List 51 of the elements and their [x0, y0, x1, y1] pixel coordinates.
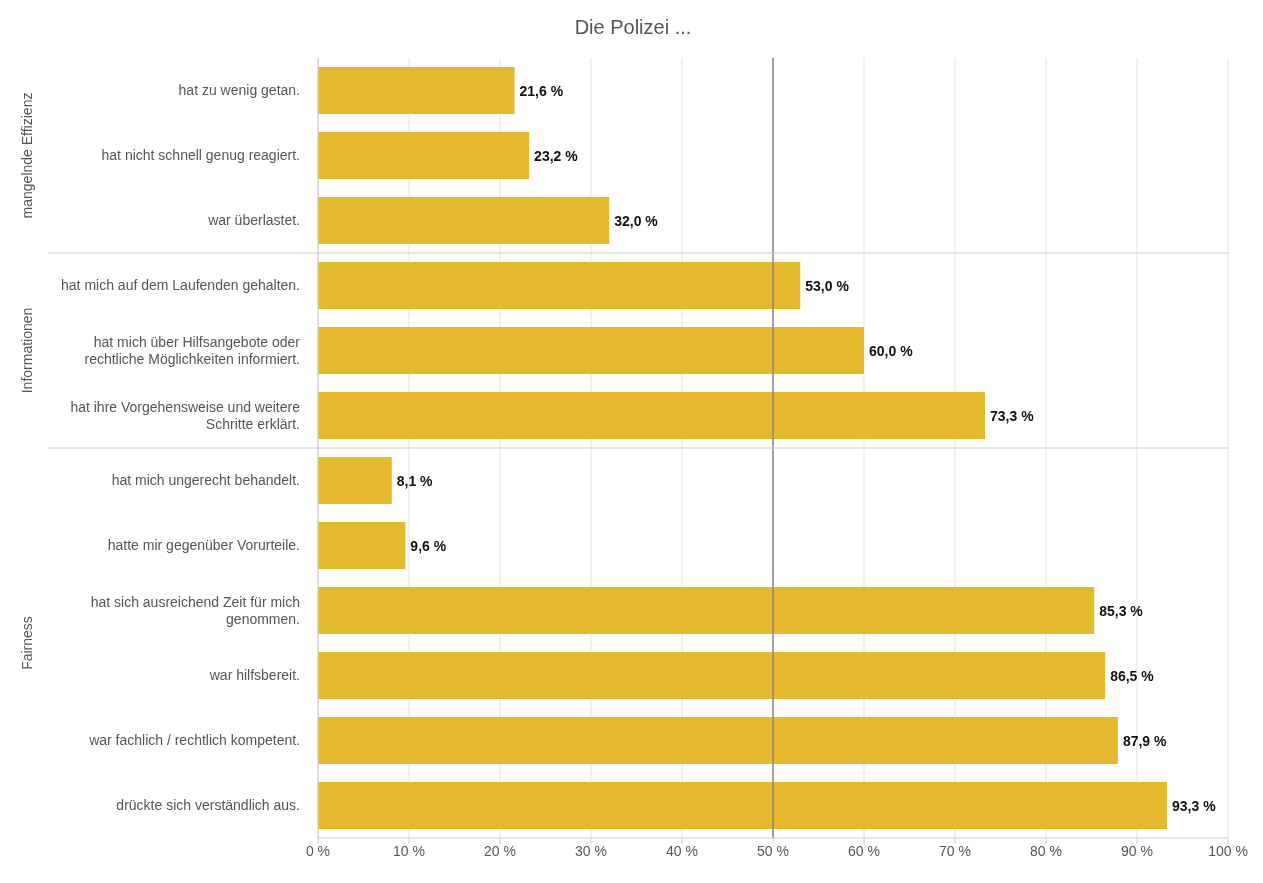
- y-tick-label: hat zu wenig getan.: [178, 82, 300, 99]
- bar: [318, 587, 1095, 635]
- y-tick-label: hat ihre Vorgehensweise und weitere Schritte erklärt.: [70, 399, 301, 432]
- bar: [318, 782, 1168, 830]
- bar: [318, 717, 1118, 765]
- x-tick-label: 90 %: [1121, 842, 1153, 859]
- bar: [318, 522, 406, 570]
- x-tick-label: 30 %: [575, 842, 607, 859]
- x-tick-label: 20 %: [484, 842, 516, 859]
- text: Fairness: [19, 616, 35, 670]
- data-label: 73,3 %: [990, 407, 1035, 424]
- x-tick-label: 50 %: [757, 842, 789, 859]
- y-tick-label: hat nicht schnell genug reagiert.: [101, 147, 300, 164]
- bar: [318, 67, 515, 115]
- bar: [318, 652, 1106, 700]
- x-tick-label: 80 %: [1030, 842, 1062, 859]
- x-tick-label: 0 %: [305, 842, 331, 859]
- y-tick-label: hat mich ungerecht behandelt.: [111, 472, 300, 489]
- data-label: 85,3 %: [1099, 602, 1144, 619]
- y-tick-label: hat mich über Hilfsangebote oder rechtliche Möglichkeiten informiert.: [84, 334, 301, 367]
- x-tick-label: 100 %: [1208, 842, 1248, 859]
- bar: [318, 262, 801, 310]
- data-label: 23,2 %: [534, 147, 579, 164]
- y-tick-label: hat sich ausreichend Zeit für mich genommen.: [90, 594, 300, 627]
- x-tick-label: 40 %: [666, 842, 698, 859]
- y-tick-label: war fachlich / rechtlich kompetent.: [88, 732, 300, 749]
- bar: [318, 197, 610, 245]
- bar: [318, 457, 392, 505]
- y-tick-label: war überlastet.: [207, 212, 300, 229]
- data-label: 87,9 %: [1122, 732, 1168, 749]
- y-tick-label: hatte mir gegenüber Vorurteile.: [107, 537, 300, 554]
- x-tick-label: 70 %: [939, 842, 971, 859]
- y-tick-label: hat mich auf dem Laufenden gehalten.: [61, 277, 300, 294]
- bar: [318, 132, 530, 180]
- chart-title: Die Polizei ...: [573, 16, 693, 39]
- data-label: 53,0 %: [805, 277, 850, 294]
- data-label: 93,3 %: [1172, 797, 1217, 814]
- bar: [318, 327, 864, 375]
- y-tick-label: drückte sich verständlich aus.: [116, 797, 300, 814]
- data-label: 32,0 %: [614, 212, 659, 229]
- data-label: 9,6 %: [410, 537, 447, 554]
- text: mangelnde Effizienz: [19, 92, 35, 219]
- x-tick-label: 60 %: [848, 842, 880, 859]
- data-label: 8,1 %: [396, 472, 434, 489]
- y-tick-label: war hilfsbereit.: [208, 667, 300, 684]
- text: Informationen: [19, 307, 35, 394]
- bar: [318, 392, 986, 440]
- data-label: 21,6 %: [519, 82, 564, 99]
- data-label: 60,0 %: [869, 342, 914, 359]
- x-tick-label: 10 %: [393, 842, 425, 859]
- data-label: 86,5 %: [1110, 667, 1155, 684]
